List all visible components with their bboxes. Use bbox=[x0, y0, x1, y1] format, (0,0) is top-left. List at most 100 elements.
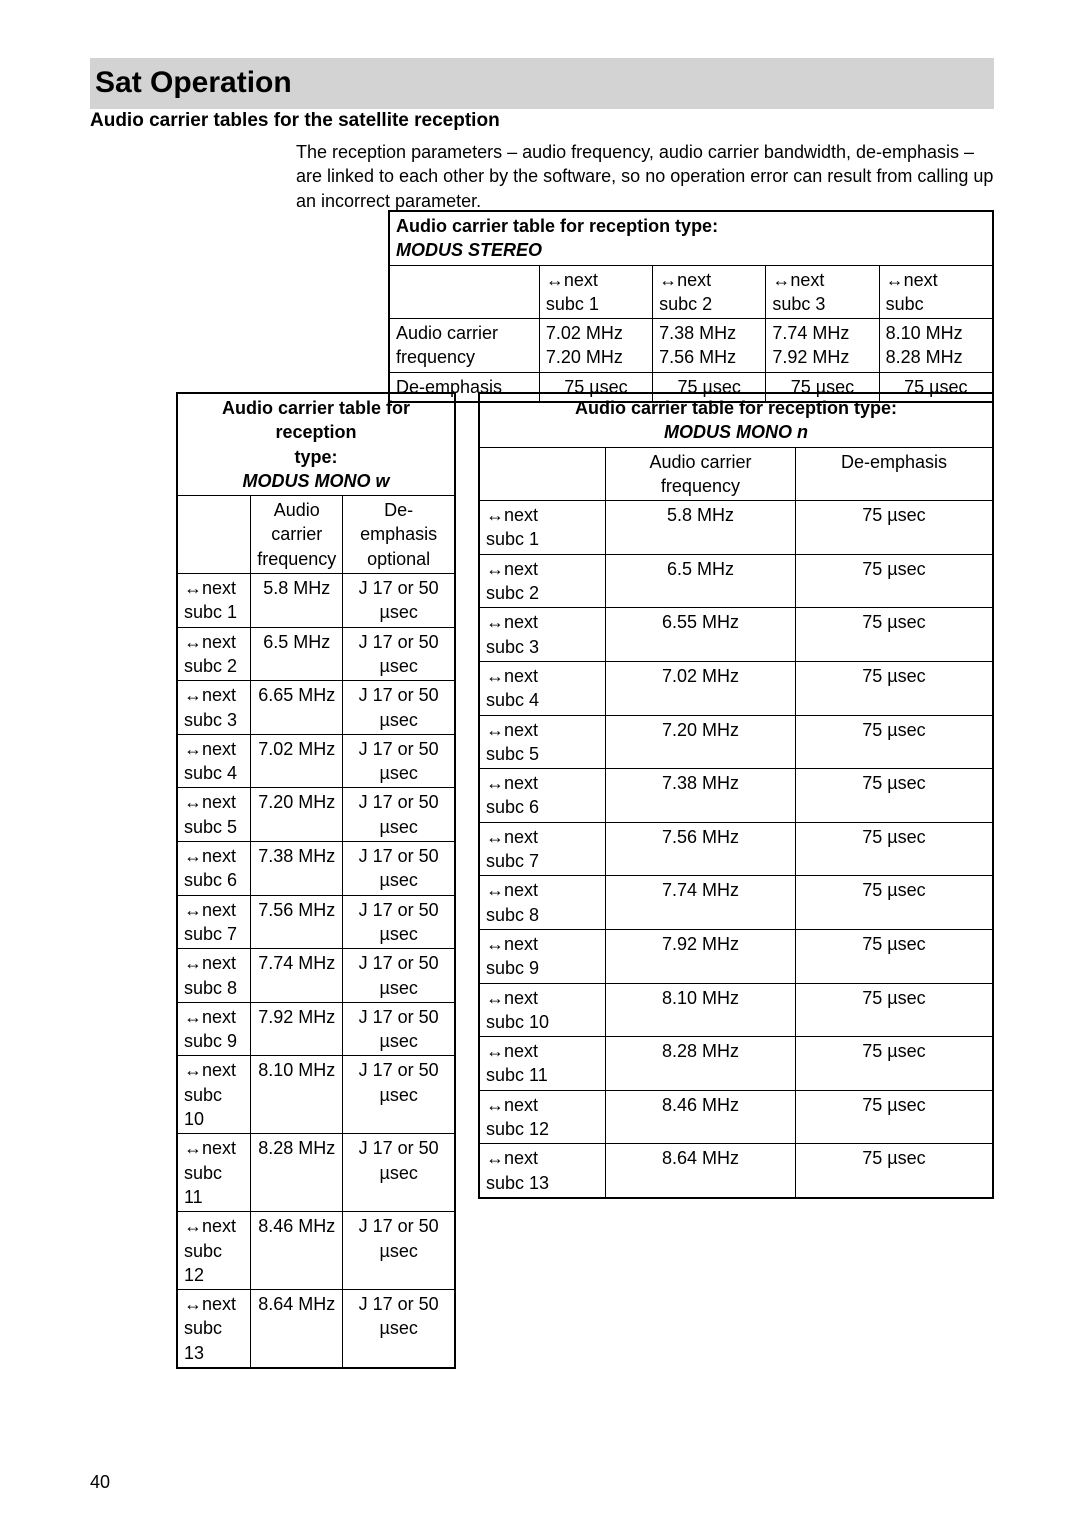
mono-n-h2a: Audio carrier bbox=[649, 452, 751, 472]
mono-n-subc-b: subc 2 bbox=[486, 583, 539, 603]
intro-paragraph: The reception parameters – audio frequen… bbox=[296, 140, 994, 213]
mono-w-subc-b: subc 10 bbox=[184, 1085, 222, 1129]
mono-w-de1: J 17 or 50 bbox=[359, 685, 439, 705]
table-row: ↔nextsubc 67.38 MHzJ 17 or 50µsec bbox=[177, 842, 455, 896]
mono-n-subc-b: subc 1 bbox=[486, 529, 539, 549]
mono-n-table-wrap: Audio carrier table for reception type: … bbox=[478, 392, 994, 1199]
mono-w-freq: 7.92 MHz bbox=[258, 1007, 335, 1027]
table-row: ↔nextsubc 77.56 MHz75 µsec bbox=[479, 822, 993, 876]
mono-n-subc-b: subc 3 bbox=[486, 637, 539, 657]
mono-w-freq: 8.64 MHz bbox=[258, 1294, 335, 1314]
page-title-bar: Sat Operation bbox=[90, 58, 994, 109]
mono-n-subc-b: subc 7 bbox=[486, 851, 539, 871]
mono-n-h3: De-emphasis bbox=[841, 452, 947, 472]
mono-w-de1: J 17 or 50 bbox=[359, 632, 439, 652]
mono-w-freq: 7.38 MHz bbox=[258, 846, 335, 866]
mono-w-de2: µsec bbox=[379, 1241, 417, 1261]
mono-w-cap2: type: bbox=[294, 447, 337, 467]
mono-w-h2b: carrier bbox=[271, 524, 322, 544]
mono-w-de1: J 17 or 50 bbox=[359, 1060, 439, 1080]
mono-w-de2: µsec bbox=[379, 1163, 417, 1183]
mono-n-subc-a: ↔next bbox=[486, 880, 538, 900]
mono-w-subc-b: subc 12 bbox=[184, 1241, 222, 1285]
mono-n-subc-b: subc 9 bbox=[486, 958, 539, 978]
mono-w-de1: J 17 or 50 bbox=[359, 578, 439, 598]
mono-w-h3b: optional bbox=[367, 549, 430, 569]
mono-w-subc-b: subc 3 bbox=[184, 710, 237, 730]
mono-w-subc-b: subc 2 bbox=[184, 656, 237, 676]
mono-n-subc-b: subc 12 bbox=[486, 1119, 549, 1139]
table-row: ↔nextsubc 118.28 MHz75 µsec bbox=[479, 1037, 993, 1091]
mono-w-de2: µsec bbox=[379, 924, 417, 944]
mono-w-freq: 7.56 MHz bbox=[258, 900, 335, 920]
stereo-table: Audio carrier table for reception type: … bbox=[388, 210, 994, 403]
mono-w-subc-b: subc 13 bbox=[184, 1318, 222, 1362]
page-title: Sat Operation bbox=[95, 63, 994, 104]
mono-n-subc-b: subc 4 bbox=[486, 690, 539, 710]
mono-n-de: 75 µsec bbox=[862, 559, 925, 579]
table-row: ↔nextsubc 47.02 MHzJ 17 or 50µsec bbox=[177, 734, 455, 788]
mono-w-subc-a: ↔next bbox=[184, 846, 236, 866]
mono-n-subc-a: ↔next bbox=[486, 934, 538, 954]
mono-n-subc-a: ↔next bbox=[486, 612, 538, 632]
stereo-rowlabel-2: frequency bbox=[396, 347, 475, 367]
mono-w-de2: µsec bbox=[379, 710, 417, 730]
mono-n-freq: 6.5 MHz bbox=[667, 559, 734, 579]
mono-n-de: 75 µsec bbox=[862, 988, 925, 1008]
mono-w-subc-b: subc 11 bbox=[184, 1163, 222, 1207]
mono-n-de: 75 µsec bbox=[862, 880, 925, 900]
stereo-f4: 7.20 MHz bbox=[546, 347, 623, 367]
mono-w-h2a: Audio bbox=[274, 500, 320, 520]
mono-n-subc-a: ↔next bbox=[486, 666, 538, 686]
mono-w-de1: J 17 or 50 bbox=[359, 1294, 439, 1314]
mono-n-de: 75 µsec bbox=[862, 612, 925, 632]
mono-n-cap2: MODUS MONO n bbox=[664, 422, 808, 442]
mono-n-freq: 7.92 MHz bbox=[662, 934, 739, 954]
mono-w-subc-a: ↔next bbox=[184, 900, 236, 920]
mono-w-de2: µsec bbox=[379, 602, 417, 622]
mono-n-de: 75 µsec bbox=[862, 827, 925, 847]
mono-w-subc-b: subc 4 bbox=[184, 763, 237, 783]
table-row: ↔next subc 2 6.5 MHz 75 µsec bbox=[479, 554, 993, 608]
table-row: ↔nextsubc 138.64 MHz75 µsec bbox=[479, 1144, 993, 1198]
stereo-f7: 8.28 MHz bbox=[886, 347, 963, 367]
table-row: ↔nextsubc 77.56 MHzJ 17 or 50µsec bbox=[177, 895, 455, 949]
mono-n-freq: 8.28 MHz bbox=[662, 1041, 739, 1061]
mono-w-subc-a: ↔next bbox=[184, 578, 236, 598]
mono-n-subc-b: subc 10 bbox=[486, 1012, 549, 1032]
table-row: ↔nextsubc 97.92 MHzJ 17 or 50µsec bbox=[177, 1002, 455, 1056]
mono-w-de1: J 17 or 50 bbox=[359, 1216, 439, 1236]
mono-n-subc-b: subc 6 bbox=[486, 797, 539, 817]
mono-n-subc-a: ↔next bbox=[486, 559, 538, 579]
mono-n-de: 75 µsec bbox=[862, 1148, 925, 1168]
stereo-rowlabel-1: Audio carrier bbox=[396, 323, 498, 343]
mono-w-subc-b: subc 9 bbox=[184, 1031, 237, 1051]
stereo-col3-h2: subc 3 bbox=[772, 294, 825, 314]
stereo-table-wrap: Audio carrier table for reception type: … bbox=[388, 210, 994, 403]
mono-n-subc-a: ↔next bbox=[486, 773, 538, 793]
stereo-f5: 7.56 MHz bbox=[659, 347, 736, 367]
mono-w-subc-a: ↔next bbox=[184, 1138, 236, 1158]
mono-w-subc-a: ↔next bbox=[184, 953, 236, 973]
table-row: ↔nextsubc 108.10 MHzJ 17 or 50µsec bbox=[177, 1056, 455, 1134]
table-row: ↔nextsubc 128.46 MHzJ 17 or 50µsec bbox=[177, 1212, 455, 1290]
mono-w-freq: 8.28 MHz bbox=[258, 1138, 335, 1158]
mono-w-subc-b: subc 1 bbox=[184, 602, 237, 622]
stereo-col4-h2: subc bbox=[886, 294, 924, 314]
mono-w-subc-a: ↔next bbox=[184, 1060, 236, 1080]
mono-n-freq: 7.38 MHz bbox=[662, 773, 739, 793]
mono-n-subc-b: subc 13 bbox=[486, 1173, 549, 1193]
mono-n-freq: 7.20 MHz bbox=[662, 720, 739, 740]
stereo-col3-h1: ↔next bbox=[772, 270, 824, 290]
mono-n-freq: 6.55 MHz bbox=[662, 612, 739, 632]
mono-n-freq: 8.46 MHz bbox=[662, 1095, 739, 1115]
stereo-col4-h1: ↔next bbox=[886, 270, 938, 290]
table-row: ↔nextsubc 47.02 MHz75 µsec bbox=[479, 661, 993, 715]
mono-n-subc-b: subc 5 bbox=[486, 744, 539, 764]
page-number: 40 bbox=[90, 1470, 110, 1494]
stereo-f2: 7.74 MHz bbox=[772, 323, 849, 343]
mono-w-de1: J 17 or 50 bbox=[359, 900, 439, 920]
mono-w-de2: µsec bbox=[379, 1085, 417, 1105]
mono-w-de2: µsec bbox=[379, 1318, 417, 1338]
mono-w-freq: 5.8 MHz bbox=[263, 578, 330, 598]
